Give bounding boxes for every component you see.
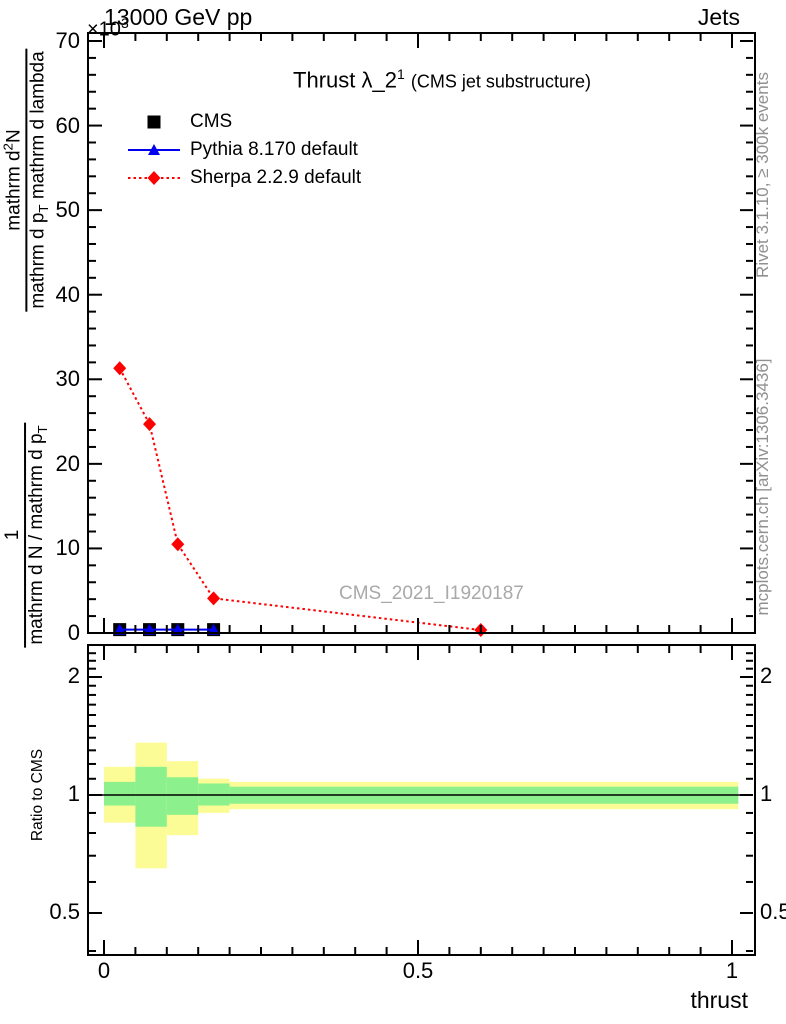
ratio-plot-frame [87,644,756,956]
ratio-y-ticks [89,652,753,952]
legend-label-cms: CMS [190,111,233,132]
analysis-id-watermark: CMS_2021_I1920187 [339,583,524,604]
beam-energy-title: 13000 GeV pp [104,4,253,30]
x-ticks [103,34,733,632]
main-plot-frame [87,32,756,634]
x-tick-label: 1 [725,958,739,983]
x-tick-label: 0 [97,958,111,983]
pythia-triangle-marker-icon [128,141,180,159]
ratio-y-tick-label-left: 1 [67,781,80,806]
plot-title-parenthetical: (CMS jet substructure) [410,71,591,92]
legend-item-pythia: Pythia 8.170 default [128,136,361,164]
plot-title-main: Thrust λ_2 [293,67,397,93]
main-y-tick-label: 30 [55,366,80,392]
green-band-bin [104,781,136,806]
sherpa-diamond-marker-icon [128,169,180,187]
uncertainty-bands [104,742,739,869]
diamond-data-marker [143,417,157,432]
ratio-y-tick-label-right: 0.5 [760,899,786,924]
main-y-tick-label: 0 [67,620,80,645]
legend: CMS Pythia 8.170 default Sherpa 2.2.9 de… [128,108,361,192]
y-label-sup: 2 [0,143,16,151]
green-band-bin [135,766,167,827]
green-band-bin [166,777,199,815]
y-axis-label-upper-fraction: mathrm d2N mathrm d pT mathrm d lambda [0,48,52,312]
square-legend-marker [147,115,161,129]
triangle-legend-marker [148,144,160,155]
ratio-y-tick-label-right: 2 [760,663,773,688]
plot-title-superscript: 1 [396,66,405,82]
scale-exponent: 3 [120,15,129,31]
diamond-data-marker [113,361,127,376]
y-label-upper-denominator: mathrm d pT mathrm d lambda [25,48,52,312]
y-label-lower-numerator: 1 [2,529,24,541]
diamond-legend-marker [147,171,161,185]
plot-title: Thrust λ_21 (CMS jet substructure) [293,66,591,93]
ratio-y-tick-label-left: 0.5 [49,899,80,924]
y-label-upper-numerator: mathrm d2N [0,48,25,311]
y-label-sub: T [34,425,50,434]
ratio-plot-canvas [87,644,756,956]
triangle-legend-glyph [128,144,180,155]
diamond-legend-glyph [128,171,180,185]
y-label-text: mathrm d [3,150,25,231]
main-y-tick-label: 20 [55,450,80,476]
main-y-tick-label: 60 [55,112,80,138]
main-y-tick-label: 70 [55,28,80,53]
triangle-data-marker [143,623,156,635]
y-axis-scale-factor: ×103 [87,9,129,44]
legend-label-pythia: Pythia 8.170 default [190,139,358,160]
triangle-data-marker [113,623,126,635]
analysis-category-label: Jets [697,4,740,30]
ratio-y-tick-label-right: 1 [760,781,773,806]
legend-label-sherpa: Sherpa 2.2.9 default [190,167,362,188]
cms-square-marker-icon [128,113,180,131]
triangle-data-marker [171,623,184,635]
main-plot-canvas [87,32,756,638]
y-label-text: N [3,129,25,144]
square-legend-glyph [147,115,161,129]
main-y-tick-label: 40 [55,281,80,307]
mcplots-reference-note: mcplots.cern.ch [arXiv:1306.3436] [753,358,772,616]
rivet-version-note: Rivet 3.1.10, ≥ 300k events [753,72,772,278]
series-line [118,367,481,632]
x-tick-label: 0.5 [402,958,434,983]
x-axis-label: thrust [690,987,748,1013]
legend-item-sherpa: Sherpa 2.2.9 default [128,164,361,192]
diamond-data-marker [171,537,185,552]
scale-prefix: ×10 [87,18,121,41]
main-y-tick-label: 50 [55,197,80,223]
x-ticks [103,646,733,954]
triangle-data-marker [207,623,220,635]
ratio-y-tick-label-left: 2 [67,663,80,688]
diamond-data-marker [207,591,221,606]
main-y-tick-label: 10 [55,535,80,561]
legend-item-cms: CMS [128,108,361,136]
